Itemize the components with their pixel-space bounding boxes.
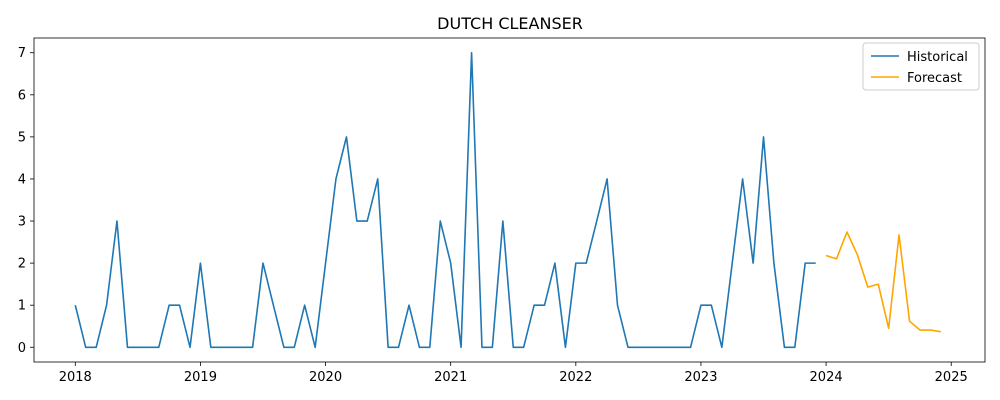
series-line-historical bbox=[74, 51, 816, 349]
y-tick-label: 4 bbox=[18, 172, 26, 187]
y-tick-label: 3 bbox=[18, 215, 26, 230]
legend: Historical Forecast bbox=[862, 42, 980, 91]
axes-frame bbox=[33, 37, 986, 363]
x-tick-label: 2024 bbox=[810, 370, 843, 385]
x-tick-label: 2018 bbox=[59, 370, 92, 385]
chart-title: DUTCH CLEANSER bbox=[437, 14, 583, 33]
y-tick-label: 7 bbox=[18, 46, 26, 61]
x-tick-label: 2022 bbox=[559, 370, 592, 385]
y-tick-label: 1 bbox=[18, 299, 26, 314]
axes: 2018 2019 2020 2021 2022 2023 2024 2025 0 1 2 3 4 5 6 7 bbox=[18, 37, 986, 385]
x-tick-label: 2021 bbox=[434, 370, 467, 385]
legend-box bbox=[862, 42, 980, 91]
y-tick-label: 6 bbox=[18, 88, 26, 103]
legend-label-forecast: Forecast bbox=[907, 71, 962, 86]
y-tick-label: 0 bbox=[18, 341, 26, 356]
series-line-forecast bbox=[825, 231, 941, 333]
x-tick-label: 2025 bbox=[935, 370, 968, 385]
x-tick-label: 2019 bbox=[184, 370, 217, 385]
x-tick-label: 2020 bbox=[309, 370, 342, 385]
y-tick-label: 2 bbox=[18, 257, 26, 272]
plot-area bbox=[74, 51, 941, 349]
x-tick-label: 2023 bbox=[684, 370, 717, 385]
y-tick-label: 5 bbox=[18, 130, 26, 145]
legend-label-historical: Historical bbox=[907, 50, 968, 65]
